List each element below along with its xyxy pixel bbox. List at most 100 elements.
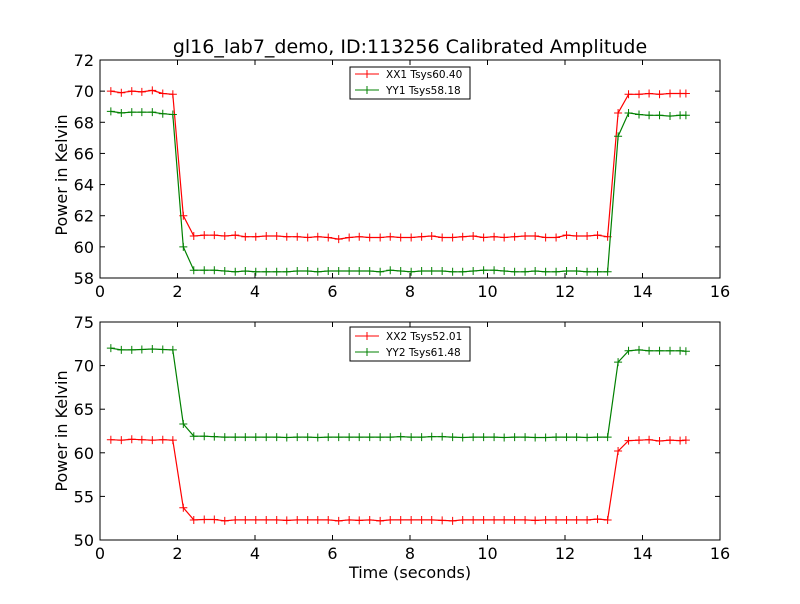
bottom-series-0-point-47 [593,515,602,524]
bottom-series-1-point-32 [438,432,447,441]
top-legend-xx1-label: XX1 Tsys60.40 [386,69,462,81]
bottom-x-tick-label-4: 8 [405,544,415,563]
bottom-series-0-point-18 [293,515,302,524]
bottom-series-1-point-26 [376,433,385,442]
bottom-plot-y-axis-label: Power in Kelvin [52,370,71,491]
top-series-0-point-8 [189,231,198,240]
bottom-series-1-point-31 [427,432,436,441]
top-x-tick-label-7: 14 [632,282,652,301]
top-series-1-point-46 [583,267,592,276]
top-series-0-point-42 [541,233,550,242]
bottom-series-1-point-37 [490,433,499,442]
top-series-0-point-39 [510,232,519,241]
top-series-1-point-2 [127,108,136,117]
bottom-series-0-point-17 [282,516,291,525]
bottom-series-0-point-36 [479,515,488,524]
bottom-series-1-point-14 [251,433,260,442]
top-y-tick-label-4: 66 [74,144,94,163]
top-series-1-point-6 [168,110,177,119]
bottom-series-0-point-37 [490,515,499,524]
bottom-y-tick-label-4: 70 [74,357,94,376]
top-series-0-point-15 [262,231,271,240]
bottom-series-0-point-12 [231,515,240,524]
top-series-0-point-33 [448,233,457,242]
top-series-1-point-12 [231,267,240,276]
top-series-0-point-35 [469,231,478,240]
top-series-0-point-23 [345,233,354,242]
top-series-0-point-44 [562,231,571,240]
bottom-series-1-point-3 [137,345,146,354]
top-series-1-point-41 [531,266,540,275]
top-series-0-point-10 [210,231,219,240]
top-x-tick-label-0: 0 [95,282,105,301]
top-series-0-point-41 [531,231,540,240]
bottom-series-0-point-16 [272,515,281,524]
top-series-1-point-0 [106,107,115,116]
top-series-1-point-38 [500,266,509,275]
top-series-1-point-26 [376,267,385,276]
top-series-0-point-4 [148,86,157,95]
top-series-1-point-53 [655,111,664,120]
top-series-1-point-15 [262,267,271,276]
bottom-series-1-point-50 [624,346,633,355]
top-series-1-point-28 [396,266,405,275]
top-series-1-point-45 [572,266,581,275]
bottom-legend-yy2-label: YY2 Tsys61.48 [385,347,461,359]
top-series-0-point-51 [635,90,644,99]
top-series-0-point-2 [127,87,136,96]
bottom-series-1-point-43 [552,433,561,442]
bottom-series-1-point-28 [396,432,405,441]
top-series-0-point-22 [334,235,343,244]
bottom-series-1-point-34 [458,433,467,442]
top-x-tick-label-1: 2 [172,282,182,301]
bottom-series-0-point-34 [458,515,467,524]
bottom-series-1-point-30 [417,433,426,442]
bottom-y-tick-label-5: 75 [74,313,94,332]
bottom-series-0-point-19 [303,515,312,524]
top-series-1-point-54 [666,112,675,121]
top-plot: gl16_lab7_demo, ID:113256 Calibrated Amp… [52,36,730,301]
bottom-x-tick-label-1: 2 [172,544,182,563]
bottom-series-1-point-8 [189,432,198,441]
bottom-series-1-point-29 [407,433,416,442]
bottom-series-1-point-16 [272,433,281,442]
top-series-1-point-52 [645,111,654,120]
bottom-series-0-point-41 [531,516,540,525]
top-x-tick-label-5: 10 [477,282,497,301]
top-series-0-point-9 [200,231,209,240]
bottom-series-0-point-14 [251,515,260,524]
top-series-0-point-5 [158,89,167,98]
bottom-y-tick-label-0: 50 [74,531,94,550]
bottom-series-1-point-27 [386,433,395,442]
bottom-series-1-point-6 [168,345,177,354]
bottom-series-1-point-5 [158,345,167,354]
top-series-1-point-40 [521,267,530,276]
bottom-series-0-point-49 [614,447,623,456]
bottom-series-0-point-0 [106,435,115,444]
top-series-1-point-16 [272,267,281,276]
top-series-0-point-26 [376,233,385,242]
bottom-series-0-point-23 [345,515,354,524]
top-series-0-point-11 [220,231,229,240]
top-x-tick-label-3: 6 [327,282,337,301]
top-series-0-point-0 [106,87,115,96]
bottom-series-0-point-39 [510,515,519,524]
top-series-0-point-21 [324,233,333,242]
bottom-series-1-point-22 [334,433,343,442]
bottom-series-0-point-15 [262,515,271,524]
bottom-series-0-point-46 [583,515,592,524]
bottom-series-0-point-1 [117,436,126,445]
top-series-0-point-56 [681,89,690,98]
top-series-0-point-18 [293,232,302,241]
top-series-0-point-46 [583,231,592,240]
top-series-1-point-32 [438,266,447,275]
bottom-x-tick-label-0: 0 [95,544,105,563]
bottom-series-0-point-4 [148,436,157,445]
top-series-0-point-6 [168,90,177,99]
top-series-1-point-50 [624,108,633,117]
top-plot-y-axis-label: Power in Kelvin [52,114,71,235]
top-series-0-point-25 [365,233,374,242]
bottom-series-0-point-26 [376,516,385,525]
bottom-series-0-point-51 [635,436,644,445]
